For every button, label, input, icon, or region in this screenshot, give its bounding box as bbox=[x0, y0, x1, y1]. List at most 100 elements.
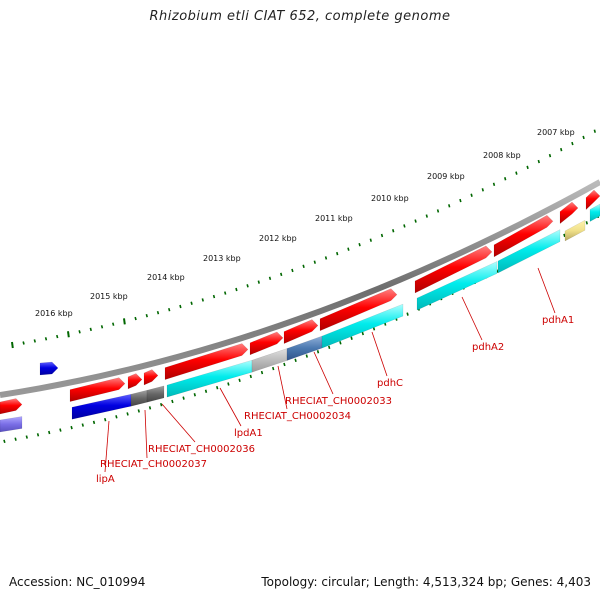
inner-tick bbox=[104, 417, 107, 422]
ruler-tick bbox=[201, 298, 204, 302]
ruler-tick bbox=[33, 339, 36, 343]
label-leader-line bbox=[371, 331, 388, 377]
ruler-tick bbox=[380, 233, 384, 238]
inner-tick bbox=[350, 336, 353, 340]
ruler-ticks bbox=[11, 129, 596, 349]
inner-tick bbox=[272, 366, 275, 371]
ruler-tick bbox=[100, 325, 104, 329]
inner-tick bbox=[316, 350, 320, 354]
ruler-tick bbox=[78, 330, 81, 334]
ruler-label: 2007 kbp bbox=[537, 128, 575, 137]
reverse-gene-cyan-edge bbox=[589, 203, 600, 222]
inner-tick bbox=[137, 409, 140, 413]
inner-tick bbox=[25, 435, 28, 439]
inner-tick bbox=[115, 415, 118, 419]
ruler-label: 2016 kbp bbox=[35, 309, 73, 318]
ruler-tick bbox=[280, 272, 283, 277]
accession-label: Accession: NC_010994 bbox=[9, 575, 146, 589]
ruler-tick bbox=[324, 256, 328, 260]
inner-tick bbox=[585, 221, 588, 225]
ruler-label: 2008 kbp bbox=[483, 151, 521, 160]
inner-tick bbox=[126, 412, 129, 416]
inner-tick bbox=[227, 382, 230, 386]
ruler-tick bbox=[358, 243, 361, 247]
ruler-tick bbox=[582, 135, 585, 140]
ruler-label: 2013 kbp bbox=[203, 254, 241, 263]
inner-tick bbox=[406, 312, 409, 316]
ruler-tick bbox=[526, 165, 529, 170]
ruler-tick bbox=[459, 198, 462, 203]
genome-summary: Topology: circular; Length: 4,513,324 bp… bbox=[261, 575, 591, 589]
reverse-gene-purple bbox=[0, 416, 23, 433]
gene-label: lpdA1 bbox=[234, 428, 263, 439]
inner-tick bbox=[70, 425, 73, 430]
gene-label: RHECIAT_CH0002034 bbox=[244, 411, 351, 422]
inner-tick bbox=[36, 433, 40, 437]
ruler-tick bbox=[224, 291, 227, 295]
gene-label: pdhC bbox=[377, 378, 403, 389]
ruler-tick bbox=[302, 264, 305, 269]
ruler-tick bbox=[179, 304, 182, 309]
forward-gene bbox=[559, 201, 579, 225]
ruler-tick bbox=[190, 301, 193, 305]
ruler-tick bbox=[448, 204, 451, 208]
forward-gene bbox=[283, 319, 319, 344]
ruler-tick bbox=[470, 193, 473, 197]
ruler-tick bbox=[246, 284, 249, 288]
forward-gene bbox=[127, 373, 143, 390]
inner-tick bbox=[372, 327, 376, 331]
ruler-label: 2009 kbp bbox=[427, 172, 465, 181]
map-title: Rhizobium etli CIAT 652, complete genome bbox=[149, 9, 451, 24]
reverse-gene-khaki bbox=[564, 219, 586, 242]
reverse-gene-0036 bbox=[146, 385, 165, 403]
inner-tick bbox=[249, 374, 252, 379]
ruler-tick bbox=[168, 307, 171, 312]
ruler-tick bbox=[145, 313, 148, 318]
inner-tick bbox=[339, 341, 342, 345]
ruler-tick bbox=[481, 188, 484, 192]
ruler-tick bbox=[515, 171, 518, 175]
label-leader-line bbox=[161, 403, 196, 443]
ruler-tick bbox=[436, 209, 440, 213]
label-leader-line bbox=[144, 409, 148, 459]
ruler-label: 2014 kbp bbox=[147, 273, 185, 282]
forward-gene bbox=[69, 377, 126, 402]
ruler-tick bbox=[56, 334, 59, 339]
inner-tick bbox=[305, 354, 308, 358]
inner-tick bbox=[283, 362, 286, 367]
forward-gene bbox=[319, 288, 398, 332]
ruler-label: 2010 kbp bbox=[371, 194, 409, 203]
inner-tick bbox=[171, 399, 174, 404]
ruler-tick bbox=[268, 276, 272, 280]
forward-gene bbox=[143, 369, 159, 386]
ruler-tick bbox=[414, 219, 417, 223]
ruler-tick bbox=[313, 260, 316, 264]
inner-tick bbox=[204, 389, 208, 393]
ruler-labels: 2007 kbp 2008 kbp 2009 kbp 2010 kbp 2011 kbp… bbox=[35, 128, 575, 318]
ruler-tick bbox=[560, 147, 563, 152]
reverse-gene-pdhA2 bbox=[416, 261, 498, 311]
ruler-tick bbox=[235, 287, 238, 292]
label-leader-line bbox=[313, 351, 334, 395]
inner-tick bbox=[563, 233, 566, 238]
ruler-tick bbox=[123, 318, 126, 325]
ruler-tick bbox=[156, 311, 160, 315]
label-leader-line bbox=[461, 296, 483, 341]
gene-labels: pdhA1 pdhA2 pdhC RHECIAT_CH0002033 RHECIAT_C… bbox=[96, 315, 574, 485]
inner-tick bbox=[148, 406, 152, 410]
gene-label: RHECIAT_CH0002037 bbox=[100, 459, 207, 470]
backbone-arc bbox=[0, 179, 600, 398]
ruler-tick bbox=[44, 337, 48, 341]
gene-label: RHECIAT_CH0002033 bbox=[285, 396, 392, 407]
label-leader-line bbox=[277, 365, 288, 410]
ruler-tick bbox=[548, 153, 552, 158]
forward-gene bbox=[164, 343, 249, 380]
forward-gene bbox=[0, 398, 23, 415]
inner-tick bbox=[361, 331, 364, 336]
ruler-tick bbox=[369, 238, 372, 242]
inner-tick bbox=[81, 423, 84, 427]
ruler-tick bbox=[392, 229, 395, 233]
inner-tick bbox=[92, 420, 96, 425]
label-leader-line bbox=[219, 387, 242, 427]
